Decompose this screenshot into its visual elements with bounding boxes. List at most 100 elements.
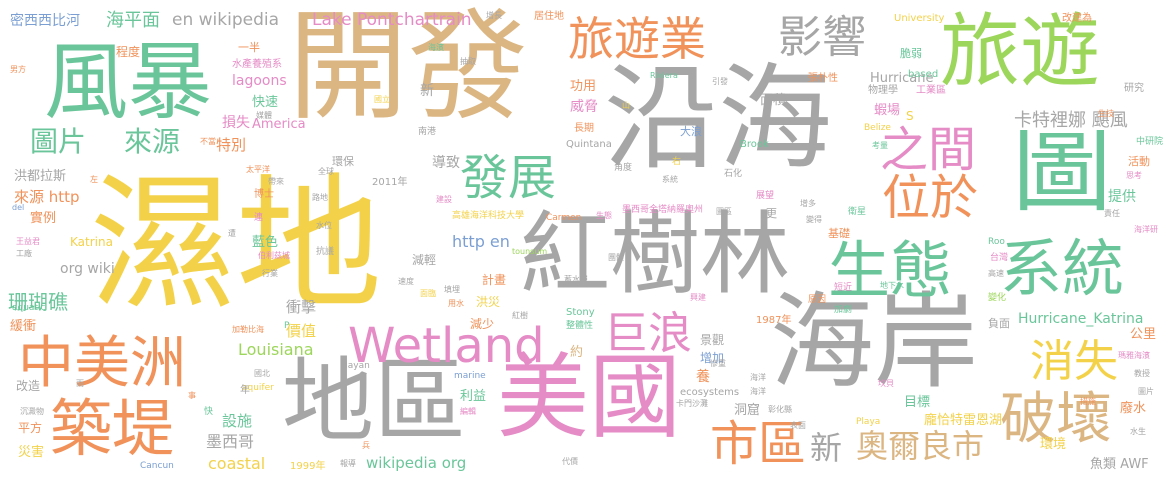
word-flood: 洪災 xyxy=(476,295,501,309)
word-wetland-zh: 濕地 xyxy=(90,160,382,330)
word-source: 來源 xyxy=(124,125,181,158)
word-change: 變化 xyxy=(988,293,1007,303)
word-pacific: 太平洋 xyxy=(246,165,270,174)
word-ecosystems: ecosystems xyxy=(680,387,740,398)
word-river: 蓄水層 xyxy=(564,275,588,284)
word-unit: 團體 xyxy=(608,253,624,262)
word-development: 開發 xyxy=(288,0,528,137)
word-rain: 雨 xyxy=(76,379,84,388)
word-face: 面臨 xyxy=(420,289,436,298)
word-national: 國立 xyxy=(374,95,390,104)
word-stony: Stony xyxy=(566,307,595,318)
word-central-america: 中美洲 xyxy=(18,331,186,396)
word-wikipedia: en wikipedia xyxy=(172,10,280,30)
word-coast-rivers: 海濱 xyxy=(428,43,444,52)
word-coast-sea: 沿海 xyxy=(604,52,833,185)
word-urban-area: 市區 xyxy=(710,416,807,472)
word-map: 圖 xyxy=(1012,109,1112,226)
word-building: 建設 xyxy=(436,195,452,204)
word-new: 新 xyxy=(810,429,843,467)
word-year: 年 xyxy=(240,385,250,396)
word-south-harbor: 南港 xyxy=(418,127,437,137)
word-honduras: 洪都拉斯 xyxy=(14,169,67,184)
word-impact: 衝擊 xyxy=(286,298,317,316)
word-america: America xyxy=(252,117,306,132)
word-increase: 增加 xyxy=(700,351,725,365)
word-cancun: Cancun xyxy=(140,461,174,471)
word-one-half: 一半 xyxy=(238,41,260,54)
word-katrina: Katrina xyxy=(70,235,113,249)
word-coral-reef: 珊瑚礁 xyxy=(8,290,68,314)
word-marine: marine xyxy=(454,371,486,381)
word-tourism: 旅遊 xyxy=(940,5,1100,98)
word-transformation: 彰化縣 xyxy=(768,405,792,414)
word-ruin: 興建 xyxy=(690,293,706,302)
word-big-wave: 大浪 xyxy=(680,125,702,138)
word-wang-yu: 王益君 xyxy=(16,237,40,246)
word-storm: 風暴 xyxy=(44,33,213,131)
word-shrimp-farm: 蝦場 xyxy=(874,103,901,118)
word-destroy: 破壞 xyxy=(1000,387,1112,452)
word-resist: 抗議 xyxy=(316,247,335,257)
word-lake-pontchartrain-zh: 龐恰特雷恩湖 xyxy=(924,413,1003,428)
word-coastal: coastal xyxy=(208,454,266,473)
word-riviera: Riviera xyxy=(650,71,678,80)
word-katrina-hurricane: 卡特裡娜 颶風 xyxy=(1014,110,1128,131)
word-speed: 速度 xyxy=(398,277,414,286)
word-waste-water: 廢水 xyxy=(1120,401,1147,416)
word-picture-2: 圖片 xyxy=(1138,387,1154,396)
word-doctor: 博士 xyxy=(254,189,274,200)
word-playa: Playa xyxy=(856,417,881,427)
word-loss: 損失 xyxy=(222,115,250,131)
word-not-worth: 不當 xyxy=(200,137,216,146)
word-lead-to: 導致 xyxy=(432,155,460,171)
word-soldier: 兵 xyxy=(362,441,370,450)
word-teach: 教授 xyxy=(1134,369,1150,378)
word-maya-coast: 瑪雅海濱 xyxy=(1118,351,1150,360)
word-fast: 快速 xyxy=(252,95,279,110)
word-p: P xyxy=(284,321,290,331)
word-plan: 計畫 xyxy=(482,273,507,287)
word-basis: 基礎 xyxy=(828,227,850,240)
word-return: 報導 xyxy=(340,459,356,468)
word-system-2: 系統 xyxy=(662,175,678,184)
word-consider: 考量 xyxy=(872,141,888,150)
word-brook: Brook xyxy=(740,139,769,150)
word-change-build: 改造 xyxy=(16,379,41,393)
word-value: 價值 xyxy=(286,322,317,340)
word-disaster: 災害 xyxy=(18,445,45,460)
word-activity: 活動 xyxy=(1128,155,1150,168)
word-environmental: 環保 xyxy=(332,155,354,168)
word-more: 更 xyxy=(766,207,777,220)
word-mountain: 山 xyxy=(622,101,630,110)
word-landscape: 景觀 xyxy=(700,333,725,347)
word-national-taiwan: 國北 xyxy=(254,369,270,378)
word-think: 思考 xyxy=(1126,171,1142,180)
word-replace: 代價 xyxy=(562,457,578,466)
word-research: 研究 xyxy=(1124,83,1144,94)
word-coastline: 海岸 xyxy=(770,281,979,403)
word-edit: 編輯 xyxy=(460,407,476,416)
word-about: 約 xyxy=(570,345,584,360)
word-connect: 連 xyxy=(254,213,264,223)
word-water-body: 水生 xyxy=(1130,427,1146,436)
word-development-3: 展望 xyxy=(756,191,775,201)
word-quintana: Quintana xyxy=(566,139,612,150)
word-roo: Roo xyxy=(988,237,1005,247)
word-high-speed: 高速 xyxy=(988,269,1004,278)
word-fragile: 脆弱 xyxy=(900,47,922,60)
word-extract: 抽取 xyxy=(460,57,476,66)
word-wetland-en: Wetland xyxy=(348,318,545,374)
word-s: S xyxy=(906,109,914,123)
word-left: 左 xyxy=(90,175,98,184)
word-right: 右 xyxy=(672,157,682,167)
word-mexico: 墨西哥 xyxy=(206,432,255,451)
word-2011: 2011年 xyxy=(372,177,408,188)
word-http-en: http en xyxy=(452,232,510,251)
word-mangrove: 紅樹林 xyxy=(520,202,790,307)
word-picture: 圖片 xyxy=(30,125,87,158)
word-hurricane: Hurricane xyxy=(870,71,934,86)
word-mayan: Mayan xyxy=(340,361,370,371)
word-del: del xyxy=(12,203,25,212)
